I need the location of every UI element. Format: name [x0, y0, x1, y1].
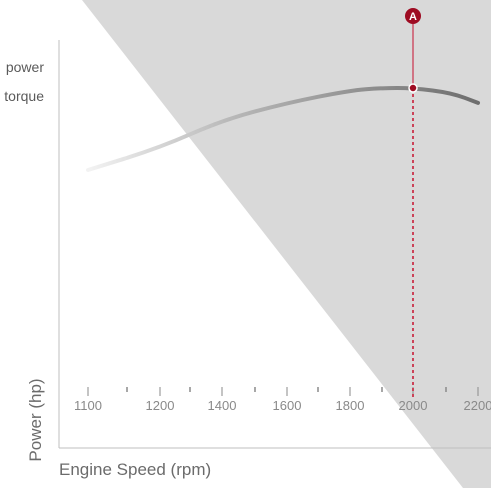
shaded-region	[82, 0, 491, 488]
power-curve-line	[86, 85, 480, 172]
marker-badge	[405, 8, 421, 24]
legend-item-power: power	[5, 59, 44, 75]
legend-item-torque: torque	[4, 88, 44, 104]
x-tick-label: 1100	[74, 398, 102, 413]
x-axis-label: Engine Speed (rpm)	[59, 460, 212, 479]
y-axis-label: Power (hp)	[26, 378, 45, 462]
x-tick-label: 2200	[464, 398, 491, 413]
marker-label: A	[409, 11, 417, 23]
x-tick-label: 1200	[146, 398, 175, 413]
marker-point	[408, 83, 418, 93]
x-tick-label: 1400	[208, 398, 237, 413]
x-tick-label: 2000	[399, 398, 428, 413]
x-tick-label: 1800	[336, 398, 365, 413]
x-tick-label: 1600	[273, 398, 302, 413]
